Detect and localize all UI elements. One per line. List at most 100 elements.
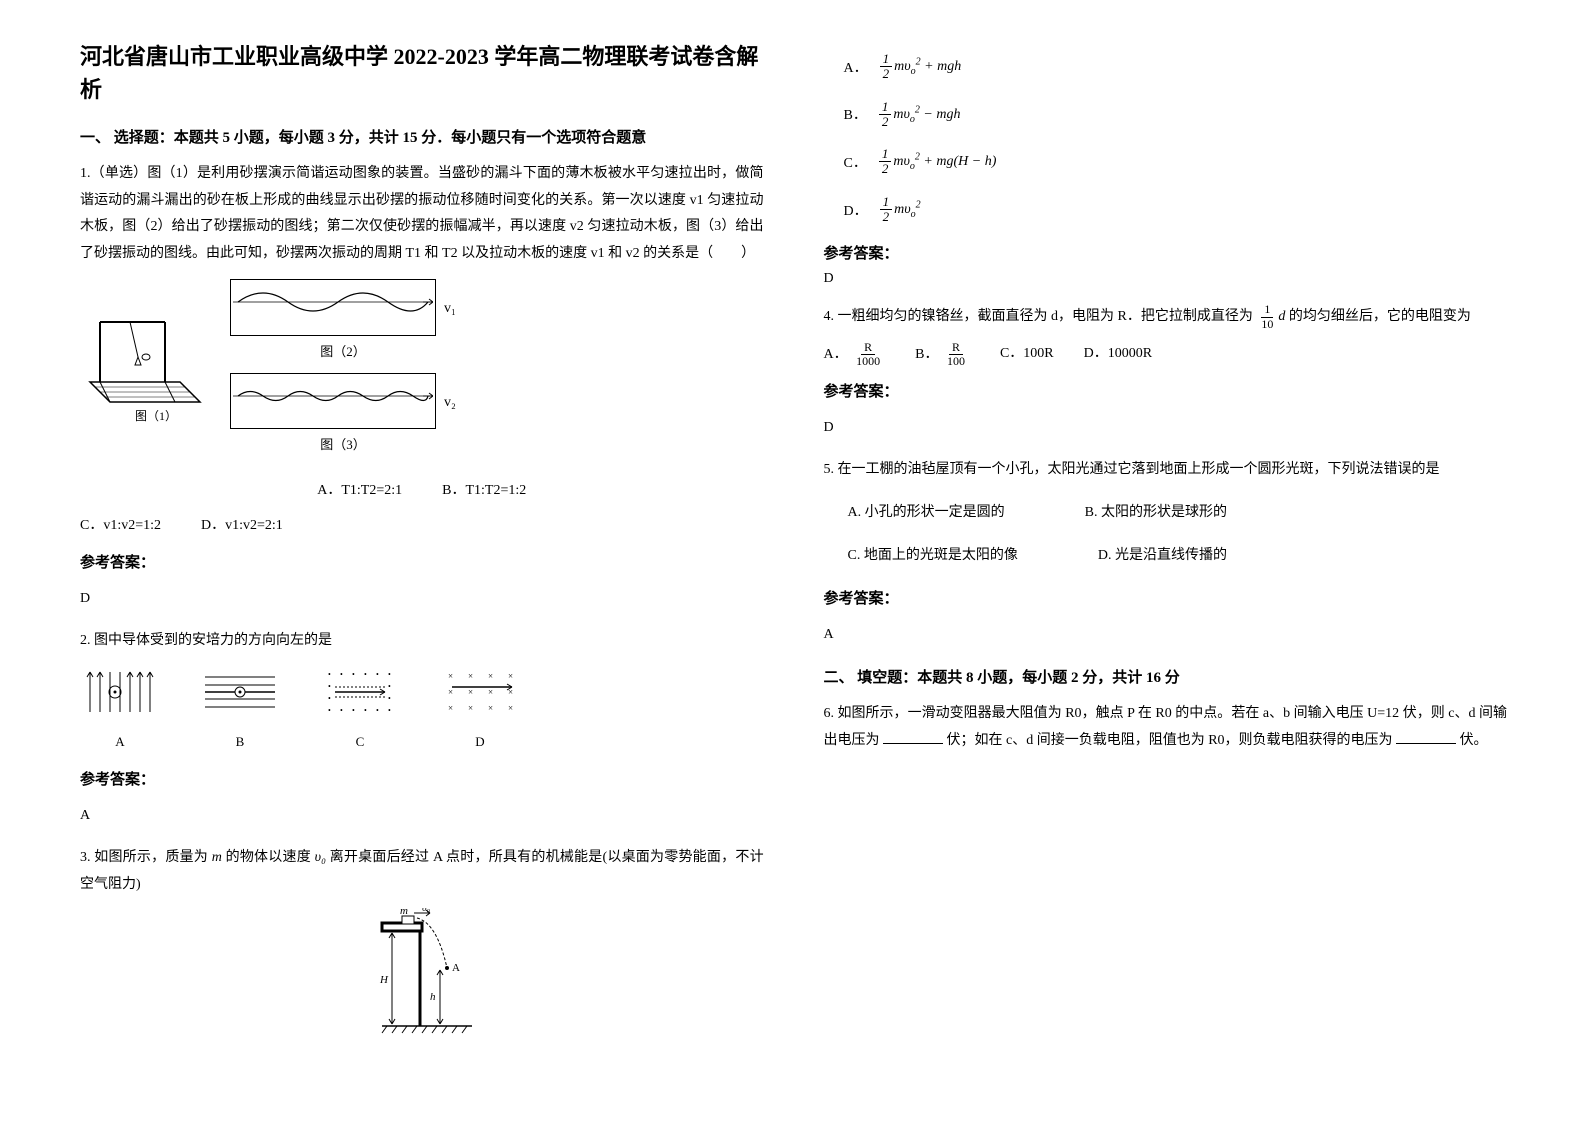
v1-label: v₁ [444, 296, 456, 323]
svg-text:•: • [364, 706, 367, 715]
q1-optB: B．T1:T2=1:2 [442, 478, 526, 505]
svg-text:•: • [388, 682, 391, 691]
fig3-label: 图（3） [230, 433, 456, 458]
q4-optA: A． R1000 [824, 341, 886, 369]
q3-text-mid1: 的物体以速度 [226, 850, 311, 865]
q5-text: 5. 在一工棚的油毡屋顶有一个小孔，太阳光通过它落到地面上形成一个圆形光斑，下列… [824, 457, 1508, 484]
q3-optB: B． 12mυo2 − mgh [844, 100, 1508, 130]
right-column: A． 12mυo2 + mgh B． 12mυo2 − mgh C． 12mυo… [824, 40, 1508, 1052]
q1-figures: 图（1） v₁ 图（2） [80, 279, 764, 466]
q4-options: A． R1000 B． R100 C．100R D．10000R [824, 341, 1508, 369]
svg-text:•: • [340, 670, 343, 679]
svg-text:H: H [379, 974, 389, 986]
q1-optC: C．v1:v2=1:2 [80, 513, 161, 540]
ampere-diagram-b [200, 667, 280, 717]
ampere-diagram-d: ×××× ×××× ×××× [440, 667, 520, 717]
q3-m-sym: m [212, 850, 222, 865]
q5-optC: C. 地面上的光斑是太阳的像 [848, 543, 1018, 570]
q1-answer-label: 参考答案： [80, 549, 764, 578]
q6-text-p2: 伏；如在 c、d 间接一负载电阻，阻值也为 R0，则负载电阻获得的电压为 [947, 733, 1393, 748]
q2-labelB: B [200, 730, 280, 755]
q4-answer: D [824, 415, 1508, 442]
svg-text:×: × [508, 671, 513, 681]
q4-optA-label: A． [824, 347, 848, 362]
q5-options: A. 小孔的形状一定是圆的 B. 太阳的形状是球形的 C. 地面上的光斑是太阳的… [824, 500, 1508, 569]
q4-optB-num: R [949, 341, 963, 355]
fig1-label: 图（1） [135, 409, 177, 423]
wave-diagram-3 [233, 376, 433, 416]
q1-wave3-box [230, 373, 436, 430]
q4-frac: 1 10 [1258, 303, 1276, 330]
ampere-diagram-a [80, 667, 160, 717]
svg-text:•: • [388, 670, 391, 679]
q6-blank1 [883, 730, 943, 744]
v2-label: v₂ [444, 390, 456, 417]
q3-optB-formula: 12mυo2 − mgh [877, 100, 961, 130]
svg-text:×: × [448, 687, 453, 697]
question-6: 6. 如图所示，一滑动变阻器最大阻值为 R0，触点 P 在 R0 的中点。若在 … [824, 701, 1508, 754]
q4-optA-num: R [861, 341, 875, 355]
left-column: 河北省唐山市工业职业高级中学 2022-2023 学年高二物理联考试卷含解析 一… [80, 40, 764, 1052]
q5-answer: A [824, 622, 1508, 649]
svg-text:•: • [328, 706, 331, 715]
q4-frac-num: 1 [1261, 303, 1273, 317]
question-1: 1.（单选）图（1）是利用砂摆演示简谐运动图象的装置。当盛砂的漏斗下面的薄木板被… [80, 161, 764, 612]
q4-optA-den: 1000 [853, 355, 883, 368]
q3-options: A． 12mυo2 + mgh B． 12mυo2 − mgh C． 12mυo… [824, 52, 1508, 224]
q4-answer-label: 参考答案： [824, 378, 1508, 407]
svg-text:×: × [448, 671, 453, 681]
svg-text:•: • [376, 706, 379, 715]
q2-labelD: D [440, 730, 520, 755]
question-4: 4. 一粗细均匀的镍铬丝，截面直径为 d，电阻为 R．把它拉制成直径为 1 10… [824, 303, 1508, 441]
q3-optA-formula: 12mυo2 + mgh [878, 52, 962, 82]
svg-text:×: × [468, 703, 473, 713]
svg-text:•: • [364, 670, 367, 679]
q3-optC-formula: 12mυo2 + mg(H − h) [877, 147, 997, 177]
svg-text:×: × [508, 703, 513, 713]
q4-optC: C．100R [1000, 341, 1054, 368]
q3-optC: C． 12mυo2 + mg(H − h) [844, 147, 1508, 177]
q2-text: 2. 图中导体受到的安培力的方向向左的是 [80, 628, 764, 655]
q6-text: 6. 如图所示，一滑动变阻器最大阻值为 R0，触点 P 在 R0 的中点。若在 … [824, 701, 1508, 754]
q1-options-cd: C．v1:v2=1:2 D．v1:v2=2:1 [80, 513, 764, 540]
svg-text:•: • [328, 694, 331, 703]
q1-optA: A．T1:T2=2:1 [317, 478, 402, 505]
q4-optB: B． R100 [915, 341, 970, 369]
question-2: 2. 图中导体受到的安培力的方向向左的是 A [80, 628, 764, 829]
svg-text:m: m [400, 908, 408, 917]
projectile-diagram: m υ₀ A H h [362, 908, 482, 1038]
ampere-diagram-c: •••••• •• •• •••••• [320, 667, 400, 717]
section2-header: 二、 填空题：本题共 8 小题，每小题 2 分，共计 16 分 [824, 666, 1508, 687]
svg-text:h: h [430, 991, 436, 1003]
q3-optD-label: D． [844, 200, 868, 220]
q5-row-ab: A. 小孔的形状一定是圆的 B. 太阳的形状是球形的 [848, 500, 1508, 527]
svg-text:×: × [448, 703, 453, 713]
svg-text:×: × [488, 703, 493, 713]
svg-text:×: × [488, 687, 493, 697]
q3-optA: A． 12mυo2 + mgh [844, 52, 1508, 82]
q3-optD-formula: 12mυo2 [878, 195, 921, 225]
q3-optB-label: B． [844, 104, 867, 124]
q4-optB-label: B． [915, 347, 938, 362]
q1-wave2-box [230, 279, 436, 336]
q5-answer-label: 参考答案： [824, 585, 1508, 614]
q3-optA-label: A． [844, 57, 868, 77]
q2-labelC: C [320, 730, 400, 755]
q1-optD: D．v1:v2=2:1 [201, 513, 283, 540]
q3-text-prefix: 3. 如图所示，质量为 [80, 850, 208, 865]
svg-text:•: • [352, 670, 355, 679]
q2-labelA: A [80, 730, 160, 755]
q1-wave3-row: v₂ [230, 373, 456, 434]
q1-answer: D [80, 586, 764, 613]
q2-figures: A B • • • • • • • • • • [80, 667, 764, 754]
svg-text:×: × [468, 687, 473, 697]
q4-text-prefix: 4. 一粗细均匀的镍铬丝，截面直径为 d，电阻为 R．把它拉制成直径为 [824, 309, 1253, 324]
svg-text:•: • [388, 694, 391, 703]
q5-optB: B. 太阳的形状是球形的 [1085, 500, 1227, 527]
q4-frac-den: 10 [1258, 318, 1276, 331]
q6-text-p3: 伏。 [1460, 733, 1488, 748]
q1-wave2-row: v₁ [230, 279, 456, 340]
exam-title: 河北省唐山市工业职业高级中学 2022-2023 学年高二物理联考试卷含解析 [80, 40, 764, 106]
q1-text: 1.（单选）图（1）是利用砂摆演示简谐运动图象的装置。当盛砂的漏斗下面的薄木板被… [80, 161, 764, 267]
section1-header: 一、 选择题：本题共 5 小题，每小题 3 分，共计 15 分．每小题只有一个选… [80, 126, 764, 147]
